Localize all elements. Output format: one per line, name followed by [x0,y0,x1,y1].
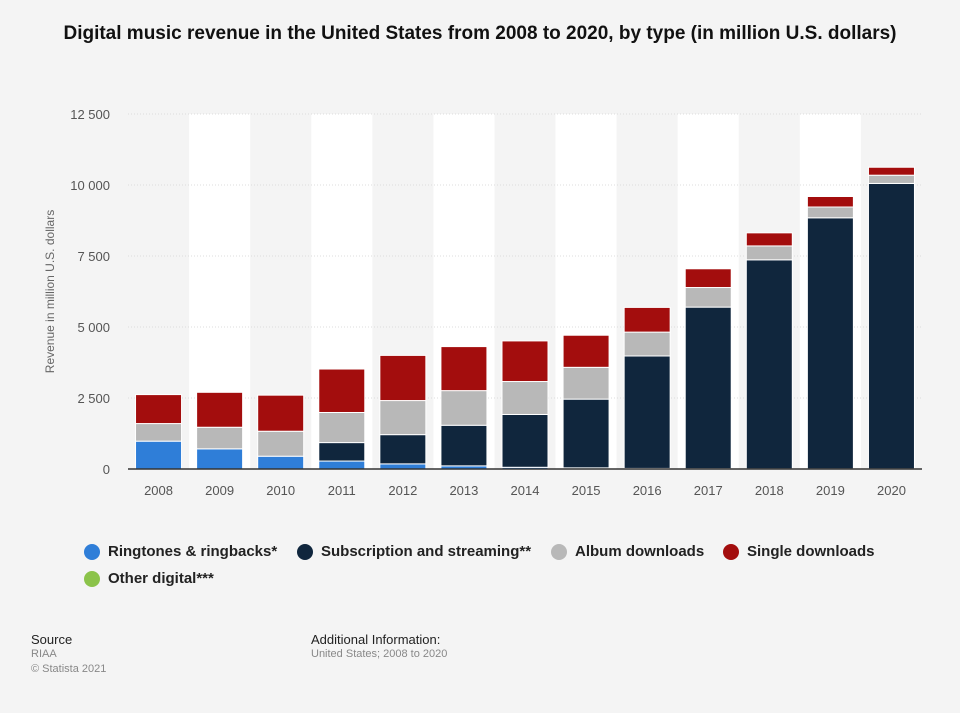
legend-marker [84,570,100,587]
legend-label: Subscription and streaming** [321,543,532,560]
bar-segment [318,411,366,444]
legend-item-single[interactable]: Single downloads [723,543,875,560]
bar-segment [196,391,244,428]
bar-segment [318,442,366,462]
additional-info-label[interactable]: Additional Information: [311,632,441,647]
bar-segment [440,390,488,426]
x-tick-label: 2008 [144,483,173,498]
bar-segment [257,455,305,470]
bar-segment [623,331,671,357]
bar-segment [257,430,305,457]
bar-segment [379,463,427,470]
bar-segment [135,440,183,470]
x-tick-label: 2019 [816,483,845,498]
bar-segment [440,424,488,467]
source-block: Source RIAA © Statista 2021 [31,632,106,677]
bar-segment [806,217,854,470]
legend-marker [84,543,100,560]
bar-segment [379,354,427,402]
source-value: RIAA [31,648,57,660]
bar-segment [867,166,915,176]
bar-segment [562,334,610,368]
bar-segment [867,182,915,470]
x-tick-label: 2015 [572,483,601,498]
bar-segment [440,346,488,392]
bar-segment [379,434,427,465]
x-tick-label: 2018 [755,483,784,498]
legend-item-streaming[interactable]: Subscription and streaming** [297,543,531,560]
bar-segment [745,259,793,470]
bar-segment [806,206,854,219]
bar-segment [623,355,671,469]
bar-segment [379,400,427,436]
x-tick-label: 2012 [388,483,417,498]
chart-title: Digital music revenue in the United Stat… [63,23,897,44]
y-tick-label: 5 000 [77,320,110,335]
bar-segment [135,394,183,425]
legend-marker [297,543,313,560]
legend-label: Other digital*** [108,570,214,587]
x-tick-label: 2011 [328,483,356,498]
bar-segment [562,366,610,400]
additional-info-value: United States; 2008 to 2020 [311,648,448,660]
copyright: © Statista 2021 [31,663,107,675]
legend-label: Album downloads [575,543,705,560]
additional-info-block: Additional Information: United States; 2… [311,632,447,662]
x-tick-label: 2009 [205,483,234,498]
x-tick-label: 2013 [449,483,478,498]
bar-segment [196,448,244,470]
bar-segment [684,287,732,308]
legend-label: Single downloads [747,543,875,560]
legend-label: Ringtones & ringbacks* [108,543,278,560]
bar-segment [745,232,793,247]
y-tick-label: 12 500 [70,107,110,122]
y-axis-label: Revenue in million U.S. dollars [43,210,57,373]
bar-segment [501,340,549,383]
y-tick-label: 7 500 [77,249,110,264]
source-label[interactable]: Source [31,632,73,647]
bar-segment [623,306,671,333]
x-tick-label: 2016 [633,483,662,498]
legend-marker [551,543,567,560]
x-tick-label: 2017 [694,483,723,498]
bar-segment [135,423,183,442]
legend-item-ringtones[interactable]: Ringtones & ringbacks* [84,543,277,560]
x-tick-label: 2014 [511,483,540,498]
bar-segment [867,174,915,184]
x-tick-label: 2020 [877,483,906,498]
y-tick-label: 0 [103,462,110,477]
bar-segment [318,368,366,413]
bar-segment [501,413,549,468]
y-tick-label: 2 500 [77,391,110,406]
legend-item-album[interactable]: Album downloads [551,543,704,560]
y-tick-label: 10 000 [70,178,110,193]
legend-item-other[interactable]: Other digital*** [84,570,214,587]
bar-segment [684,268,732,289]
bar-segment [318,460,366,470]
bar-segment [196,426,244,450]
bar-segment [806,196,854,208]
bar-chart: 0 2 500 5 000 7 500 10 000 12 500 Revenue in m… [43,107,922,498]
bar-segment [745,245,793,261]
x-tick-label: 2010 [266,483,295,498]
bar-segment [562,398,610,469]
bar-segment [684,306,732,470]
bar-segment [257,394,305,432]
legend-marker [723,543,739,560]
bar-segment [501,381,549,415]
